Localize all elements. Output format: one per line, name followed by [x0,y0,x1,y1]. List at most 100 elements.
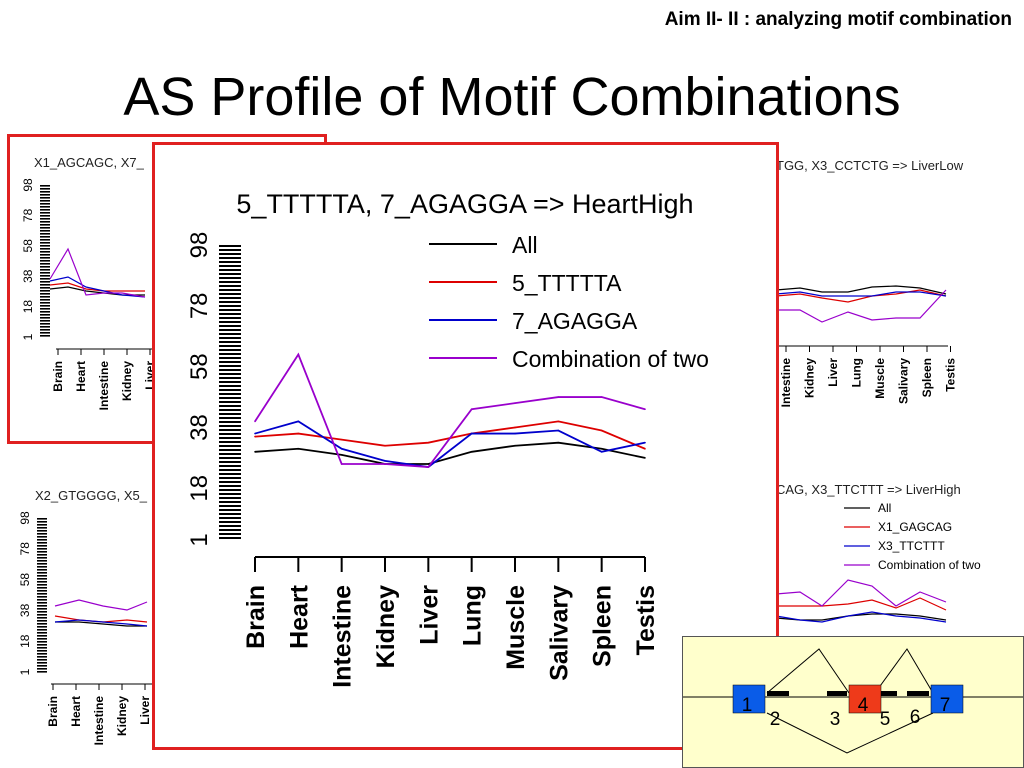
series-line-0 [254,441,646,465]
data-point [384,463,386,465]
mini-y-dash [37,620,47,622]
data-point [297,432,300,435]
y-axis-dash [219,269,241,271]
mini-y-dash [37,602,47,604]
y-axis-dash [219,453,241,455]
data-point [644,457,646,459]
y-axis-dash [219,297,241,299]
y-axis-dash [219,485,241,487]
data-point [340,438,343,441]
mini-y-dash [40,302,50,304]
y-axis-dash [219,449,241,451]
y-axis-dash [219,373,241,375]
y-axis-dash [219,317,241,319]
y-axis-dash [219,501,241,503]
data-point [514,444,516,447]
mini-y-dash [40,194,50,196]
data-point [340,447,343,450]
mini-y-tick-label: 58 [21,239,35,253]
mini-series-line [775,613,947,621]
x-tick-label: Salivary [545,585,573,681]
y-axis-dash [219,493,241,495]
mini-y-dash [40,260,50,262]
y-axis-dash [219,393,241,395]
mini-series-line [775,291,947,297]
mini-legend-label: All [878,501,891,515]
y-axis-dash [219,457,241,459]
y-axis-dash [219,285,241,287]
mini-y-axis-bar [40,185,50,337]
y-axis-dash [219,409,241,411]
mini-y-tick-label: 38 [18,603,32,617]
mini-y-dash [40,290,50,292]
mini-chart-top-right: Intestine Kidney Liver Lung Muscle Salivary Sp… [775,285,958,407]
mini-y-tick-label: 38 [21,269,35,283]
data-point [557,396,560,398]
mini-y-dash [37,533,47,535]
mini-y-dash [37,581,47,583]
motif-segment [907,691,929,696]
data-point [557,420,560,423]
y-tick-label: 98 [186,232,213,259]
y-axis-dash [219,313,241,315]
data-point [340,463,343,465]
mini-y-dash [37,584,47,586]
mini-y-dash [37,608,47,610]
mini-y-dash [37,551,47,553]
motif-segment [875,691,897,696]
mini-x-tick-label: Liver [138,696,152,725]
mini-y-dash [40,197,50,199]
y-axis-dash [219,365,241,367]
y-axis-dash [219,321,241,323]
mini-y-dash [40,305,50,307]
mini-y-dash [37,617,47,619]
mini-y-dash [40,230,50,232]
x-tick-label: Spleen [589,585,617,667]
mini-x-tick-label: Brain [51,361,65,392]
mini-y-dash [37,521,47,523]
y-axis-dash [219,309,241,311]
y-axis-dash [219,341,241,343]
y-axis-dash [219,441,241,443]
data-point [600,447,603,450]
mini-x-tick-label: Spleen [920,358,934,397]
y-axis-dash [219,389,241,391]
data-point [470,432,473,435]
y-tick-label: 78 [186,292,213,319]
mini-x-tick-label: Brain [46,696,60,727]
mini-y-dash [37,656,47,658]
x-tick-label: Muscle [502,585,530,670]
mini-y-dash [37,629,47,631]
data-point [600,451,603,453]
junction-upper-left [766,648,850,694]
y-axis-dash [219,517,241,519]
mini-x-tick-label: Heart [74,361,88,392]
y-axis-dash [219,513,241,515]
y-axis-dash [219,413,241,415]
mini-y-dash [40,314,50,316]
y-axis-dash [219,353,241,355]
mini-x-tick-label: Intestine [92,696,106,746]
y-axis-dash [219,293,241,295]
data-point [470,408,473,411]
mini-series-line [55,621,147,627]
mini-x-tick-label: Salivary [897,358,911,404]
mini-x-tick-label: Kidney [115,696,129,736]
y-axis-dash [219,481,241,483]
y-axis-dash [219,337,241,339]
mini-y-dash [37,596,47,598]
x-tick-label: Kidney [372,585,400,668]
mini-y-dash [37,638,47,640]
panel-bottom-right: CAG, X3_TTCTTT => LiverHigh All X1_GAGCAG… [770,474,1024,636]
mini-x-tick-label: Intestine [97,361,111,411]
y-axis-dash [219,301,241,303]
mini-y-dash [40,203,50,205]
mini-legend-label: Combination of two [878,558,981,572]
data-point [340,454,343,456]
mini-y-dash [40,311,50,313]
mini-y-dash [37,569,47,571]
panel-top-left-title: X1_AGCAGC, X7_ [34,155,144,170]
panel-bottom-right-title: CAG, X3_TTCTTT => LiverHigh [776,482,961,497]
